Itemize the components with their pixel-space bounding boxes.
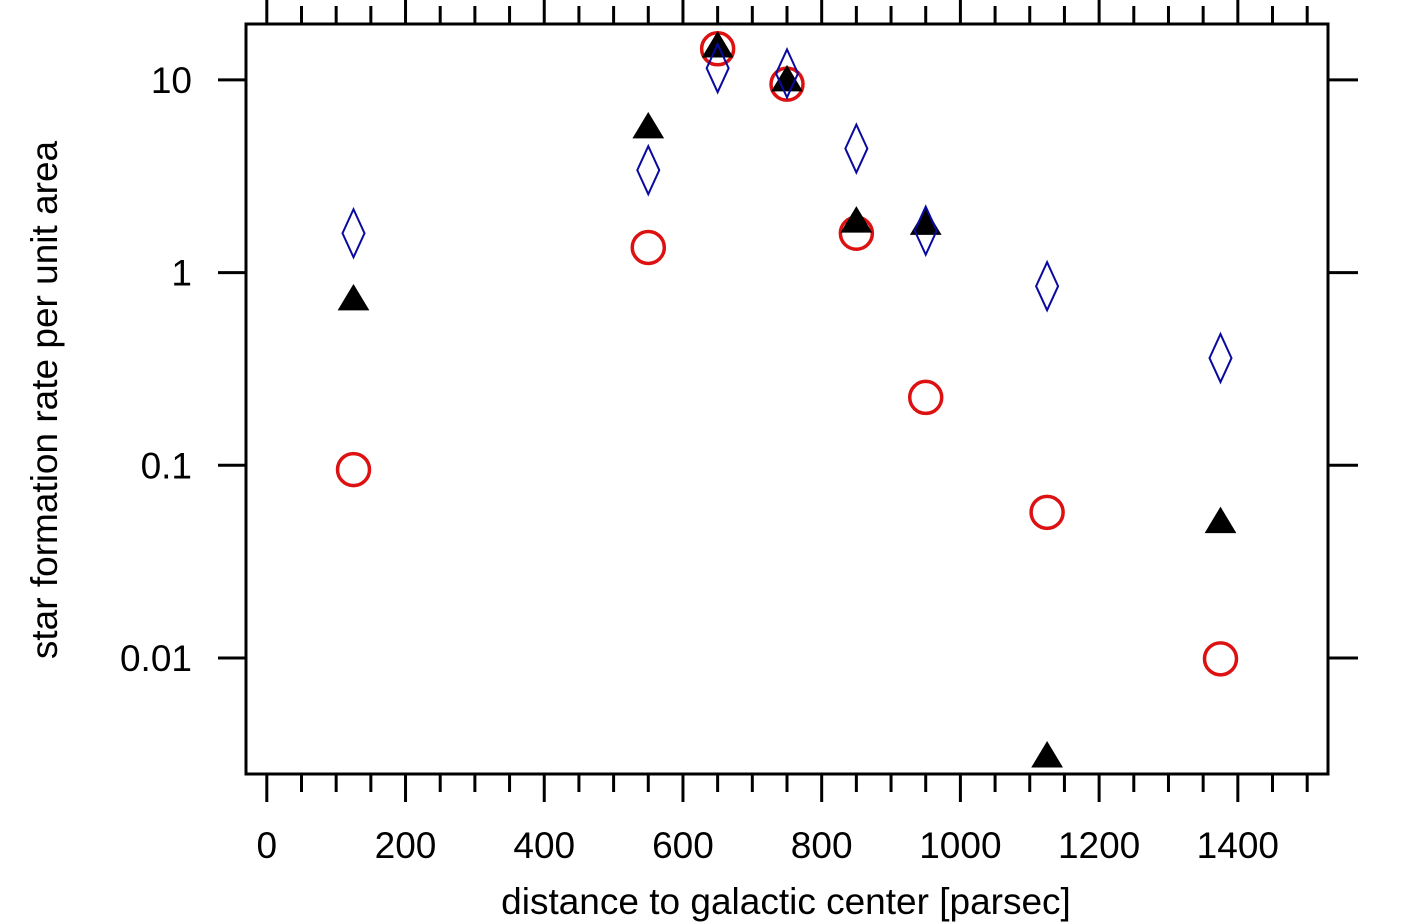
- triangle-point: [1204, 506, 1237, 534]
- diamond-point: [913, 204, 938, 258]
- x-tick-label: 1200: [1058, 825, 1140, 866]
- x-tick-label: 400: [513, 825, 575, 866]
- diamond-point: [341, 206, 366, 260]
- circle-point: [335, 451, 372, 488]
- y-tick-label: 0.01: [120, 638, 192, 679]
- circle-point: [1202, 641, 1239, 677]
- y-axis-label: star formation rate per unit area: [24, 140, 65, 659]
- y-axis-ticks: 10 1 0.1 0.01: [120, 60, 1358, 679]
- x-axis-ticks: 0 200 400 600 800 1000 1200 1400: [257, 0, 1309, 866]
- y-tick-label: 0.1: [141, 445, 192, 486]
- y-tick-label: 10: [151, 60, 192, 101]
- triangle-point: [632, 111, 665, 139]
- diamond-point: [636, 143, 661, 197]
- diamond-point: [705, 41, 730, 95]
- triangle-point: [1031, 741, 1063, 768]
- x-tick-label: 1400: [1197, 825, 1279, 866]
- x-axis-label: distance to galactic center [parsec]: [501, 881, 1071, 922]
- triangle-point: [840, 206, 873, 233]
- circle-point: [630, 229, 667, 266]
- plot-area: [244, 22, 1330, 776]
- x-tick-label: 1000: [919, 825, 1001, 866]
- triangle-point: [771, 64, 803, 92]
- y-tick-label: 1: [171, 253, 192, 294]
- circle-point: [907, 379, 944, 416]
- diamond-point: [774, 47, 800, 100]
- diamond-point: [1034, 259, 1060, 313]
- diamond-point: [1208, 331, 1233, 385]
- x-tick-label: 0: [257, 825, 278, 866]
- data-points: [335, 30, 1239, 768]
- x-tick-label: 200: [375, 825, 437, 866]
- x-tick-label: 600: [652, 825, 714, 866]
- x-tick-label: 800: [791, 825, 853, 866]
- diamond-point: [844, 122, 869, 175]
- triangle-point: [337, 283, 370, 311]
- circle-point: [1029, 494, 1065, 531]
